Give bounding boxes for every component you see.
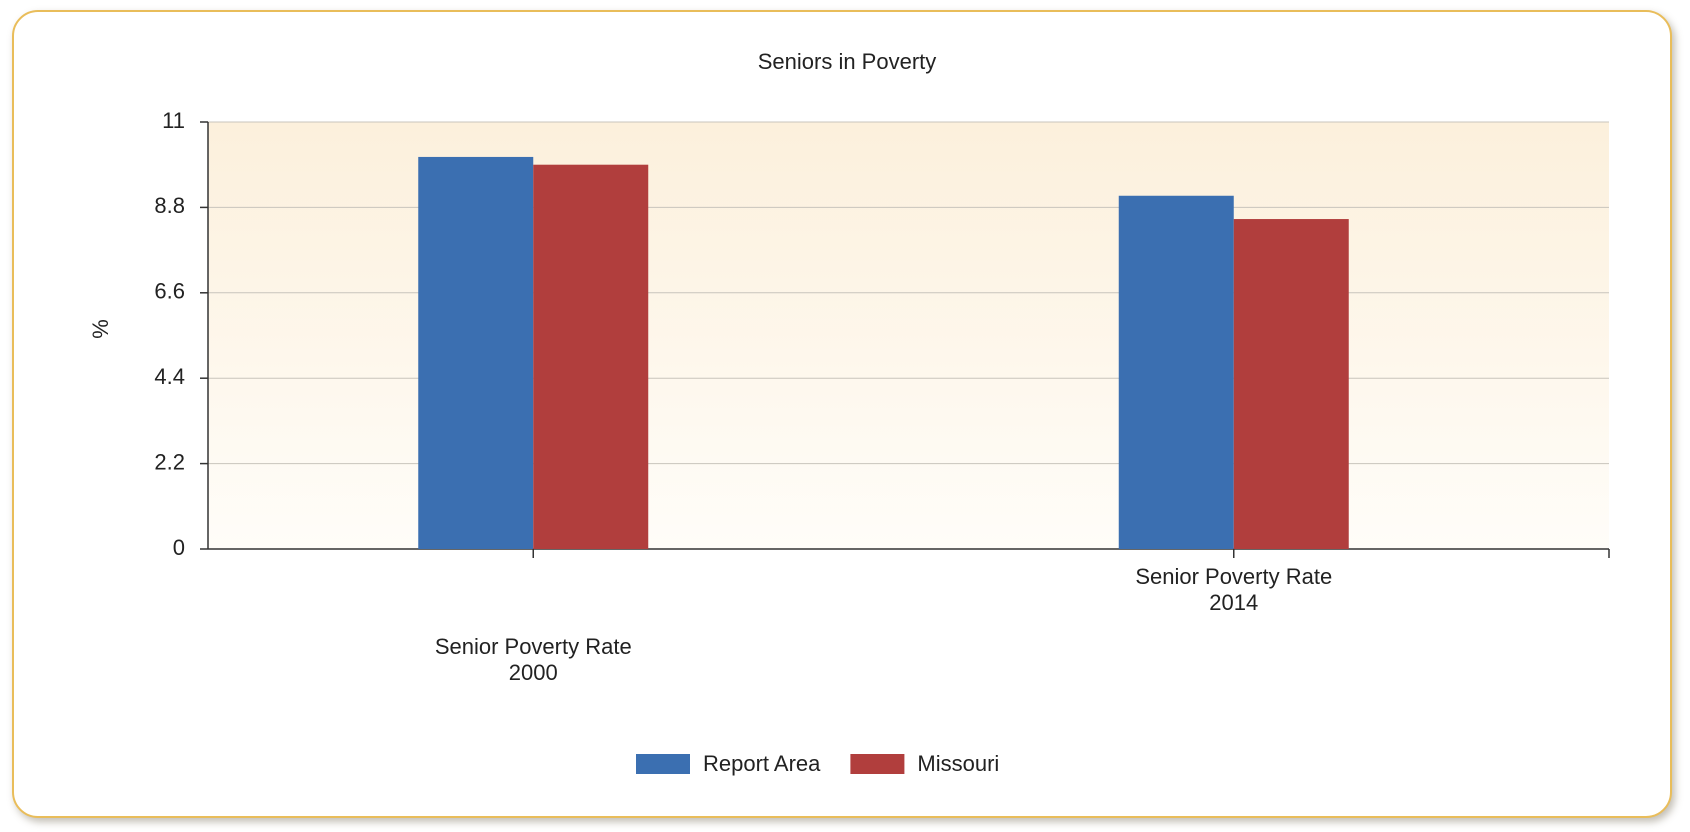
bar — [533, 164, 649, 549]
x-tick-label: Senior Poverty Rate 2000 — [434, 634, 632, 685]
x-tick-label: Senior Poverty Rate 2014 — [1135, 564, 1333, 615]
bar — [1118, 195, 1234, 549]
legend-label: Missouri — [917, 751, 999, 776]
y-tick-label: 6.6 — [154, 279, 185, 304]
legend-swatch — [636, 754, 690, 774]
legend-swatch — [850, 754, 905, 774]
legend-label: Report Area — [703, 751, 821, 776]
y-tick-label: 11 — [162, 108, 185, 133]
y-tick-label: 8.8 — [154, 193, 185, 218]
y-axis-label: % — [88, 319, 113, 339]
y-tick-label: 0 — [173, 535, 185, 560]
plot-area — [208, 122, 1609, 549]
bar — [418, 156, 534, 549]
y-tick-label: 4.4 — [154, 364, 185, 389]
bar — [1233, 219, 1349, 549]
chart-title: Seniors in Poverty — [758, 49, 937, 74]
y-tick-label: 2.2 — [154, 449, 185, 474]
